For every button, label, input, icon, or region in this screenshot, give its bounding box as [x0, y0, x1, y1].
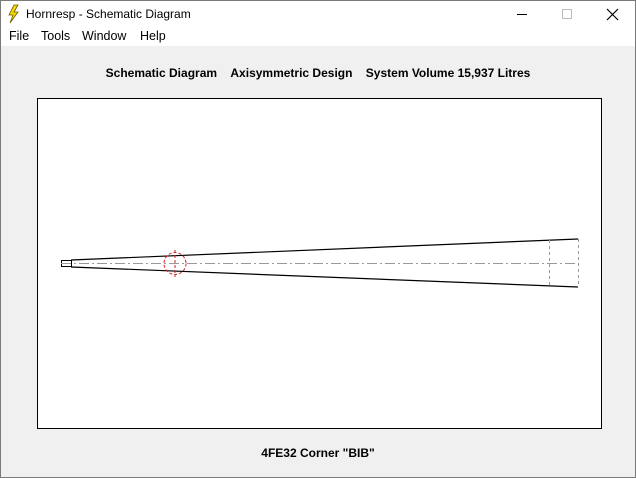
title-bar-graphics [8, 4, 619, 24]
menu-item[interactable]: File [9, 29, 30, 43]
menu-item[interactable]: Help [140, 29, 166, 43]
maximize-button[interactable] [562, 9, 572, 19]
window-title: Hornresp - Schematic Diagram [26, 7, 191, 21]
horn-drawing [61, 238, 579, 288]
horn-wall-bottom [70, 266, 579, 288]
diagram-footer: 4FE32 Corner "BIB" [261, 446, 375, 460]
header-text: Schematic Diagram [105, 66, 218, 80]
title-bar: Hornresp - Schematic Diagram [1, 1, 635, 28]
horn-wall-top [70, 238, 579, 261]
close-button[interactable] [606, 8, 619, 21]
app-icon [8, 4, 19, 24]
menu-bar: File Tools Window Help [1, 28, 635, 46]
menu-item[interactable]: Tools [41, 29, 71, 43]
header-text: Axisymmetric Design [230, 66, 353, 80]
header-text: System Volume 15,937 Litres [365, 66, 531, 80]
menu-item[interactable]: Window [82, 29, 127, 43]
schematic-canvas [37, 98, 602, 429]
diagram-header: Schematic Diagram Axisymmetric Design Sy… [1, 66, 635, 80]
